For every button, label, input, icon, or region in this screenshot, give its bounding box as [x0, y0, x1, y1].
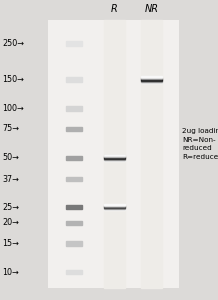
- Text: 250→: 250→: [2, 39, 24, 48]
- Text: 25→: 25→: [2, 202, 19, 211]
- Text: NR: NR: [145, 4, 158, 14]
- Bar: [66, 155, 82, 160]
- Text: 20→: 20→: [2, 218, 19, 227]
- FancyBboxPatch shape: [48, 20, 179, 288]
- Bar: [141, 79, 162, 80]
- Bar: [66, 220, 82, 225]
- Bar: [141, 76, 162, 77]
- Text: 100→: 100→: [2, 104, 24, 113]
- Bar: [141, 80, 162, 81]
- Bar: [141, 20, 162, 288]
- Bar: [104, 20, 125, 288]
- Bar: [66, 41, 82, 46]
- Text: 10→: 10→: [2, 268, 19, 277]
- Bar: [66, 205, 82, 209]
- Bar: [141, 77, 162, 78]
- Bar: [66, 106, 82, 111]
- Text: 37→: 37→: [2, 175, 19, 184]
- Bar: [66, 177, 82, 182]
- Bar: [104, 157, 125, 158]
- Bar: [66, 270, 82, 274]
- Text: 75→: 75→: [2, 124, 19, 134]
- Text: 15→: 15→: [2, 239, 19, 248]
- Bar: [66, 77, 82, 82]
- Text: 150→: 150→: [2, 75, 24, 84]
- Bar: [104, 158, 125, 159]
- Bar: [104, 155, 125, 156]
- Bar: [141, 81, 162, 82]
- Bar: [104, 156, 125, 157]
- Text: 50→: 50→: [2, 153, 19, 162]
- Bar: [104, 159, 125, 160]
- Bar: [141, 82, 162, 83]
- Text: R: R: [111, 4, 118, 14]
- Bar: [104, 160, 125, 161]
- Text: 2ug loading
NR=Non-
reduced
R=reduced: 2ug loading NR=Non- reduced R=reduced: [182, 128, 218, 160]
- Bar: [141, 78, 162, 79]
- Bar: [66, 127, 82, 131]
- Bar: [66, 241, 82, 246]
